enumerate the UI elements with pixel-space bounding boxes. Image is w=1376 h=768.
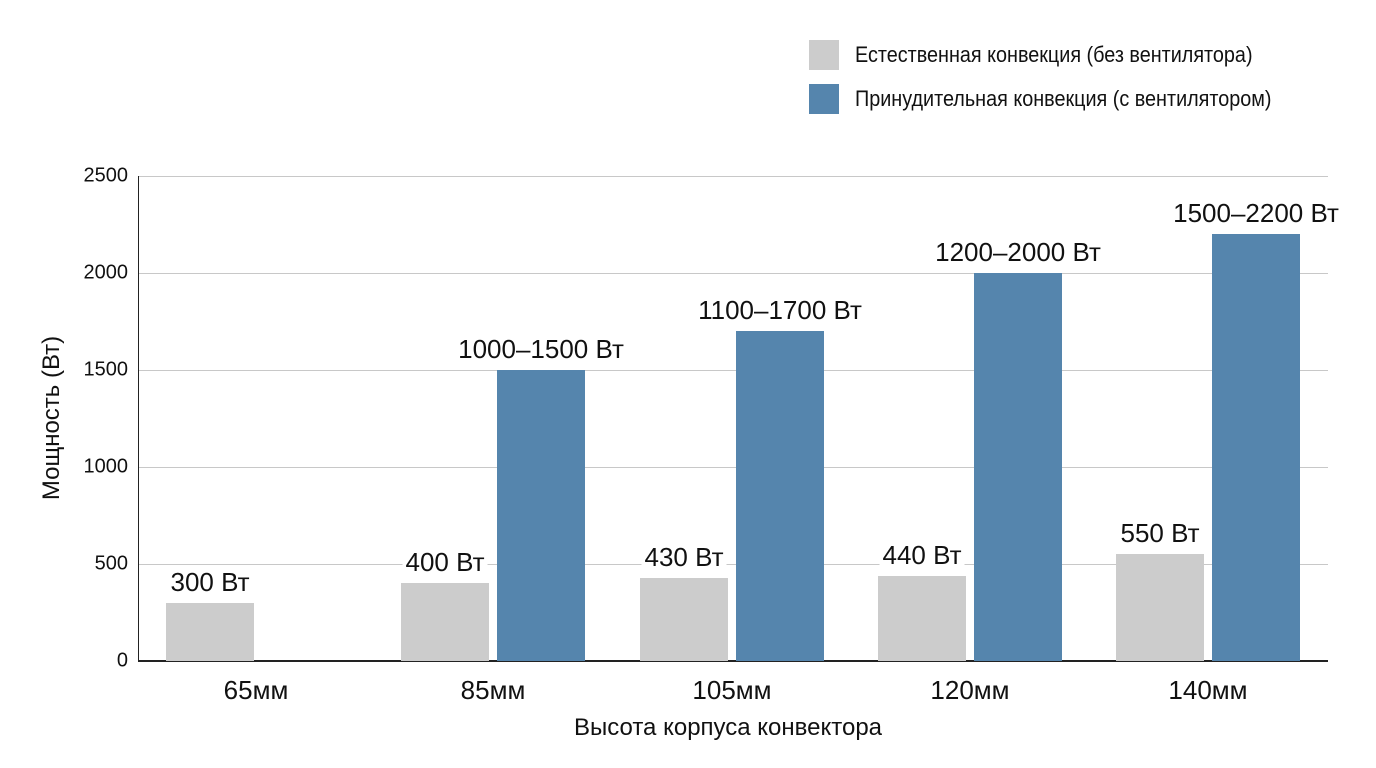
bar-natural [166,602,254,661]
bar-natural [401,583,489,661]
bar-value-label: 1500–2200 Вт [1170,198,1342,229]
y-tick-label: 2500 [83,164,129,187]
x-axis-title: Высота корпуса конвектора [573,714,883,741]
bar-forced [497,370,585,661]
legend-label-forced: Принудительная конвекция (с вентилятором… [855,86,1272,111]
x-axis-line [138,660,1328,662]
y-tick-label: 500 [94,552,128,575]
bar-value-label: 1000–1500 Вт [455,334,627,364]
bar-forced [736,331,824,661]
x-tick-label: 120мм [930,675,1010,705]
bar-natural [878,575,966,661]
x-tick-label: 65мм [223,675,289,705]
bar-value-label: 430 Вт [641,541,727,572]
y-tick-label: 1000 [83,455,129,478]
legend-swatch-natural [809,40,839,70]
bar-natural [640,577,728,661]
gridline [138,176,1328,177]
bar-forced [1212,234,1300,661]
gridline [138,273,1328,274]
bar-value-label: 400 Вт [402,547,488,578]
y-axis-title: Мощность (Вт) [38,335,65,501]
gridline [138,467,1328,468]
x-tick-label: 140мм [1168,675,1248,705]
y-tick-label: 1500 [83,358,129,381]
x-tick-label: 85мм [460,675,526,705]
bar-value-label: 1100–1700 Вт [695,295,865,326]
legend-swatch-forced [809,84,839,114]
gridline [138,564,1328,565]
legend-label-natural: Естественная конвекция (без вентилятора) [855,42,1253,67]
y-tick-label: 0 [116,649,128,672]
y-axis-line [138,176,139,661]
bar-forced [974,273,1062,661]
bar-value-label: 1200–2000 Вт [932,237,1104,267]
y-tick-label: 2000 [83,261,129,284]
x-tick-label: 105мм [692,675,772,705]
gridline [138,370,1328,371]
bar-value-label: 550 Вт [1117,518,1203,549]
bar-value-label: 440 Вт [879,539,965,570]
bar-natural [1116,554,1204,661]
plot-area: 300 Вт 400 Вт 1000–1500 Вт 430 Вт 1100–1700 … [138,176,1342,662]
bar-value-label: 300 Вт [167,566,253,597]
